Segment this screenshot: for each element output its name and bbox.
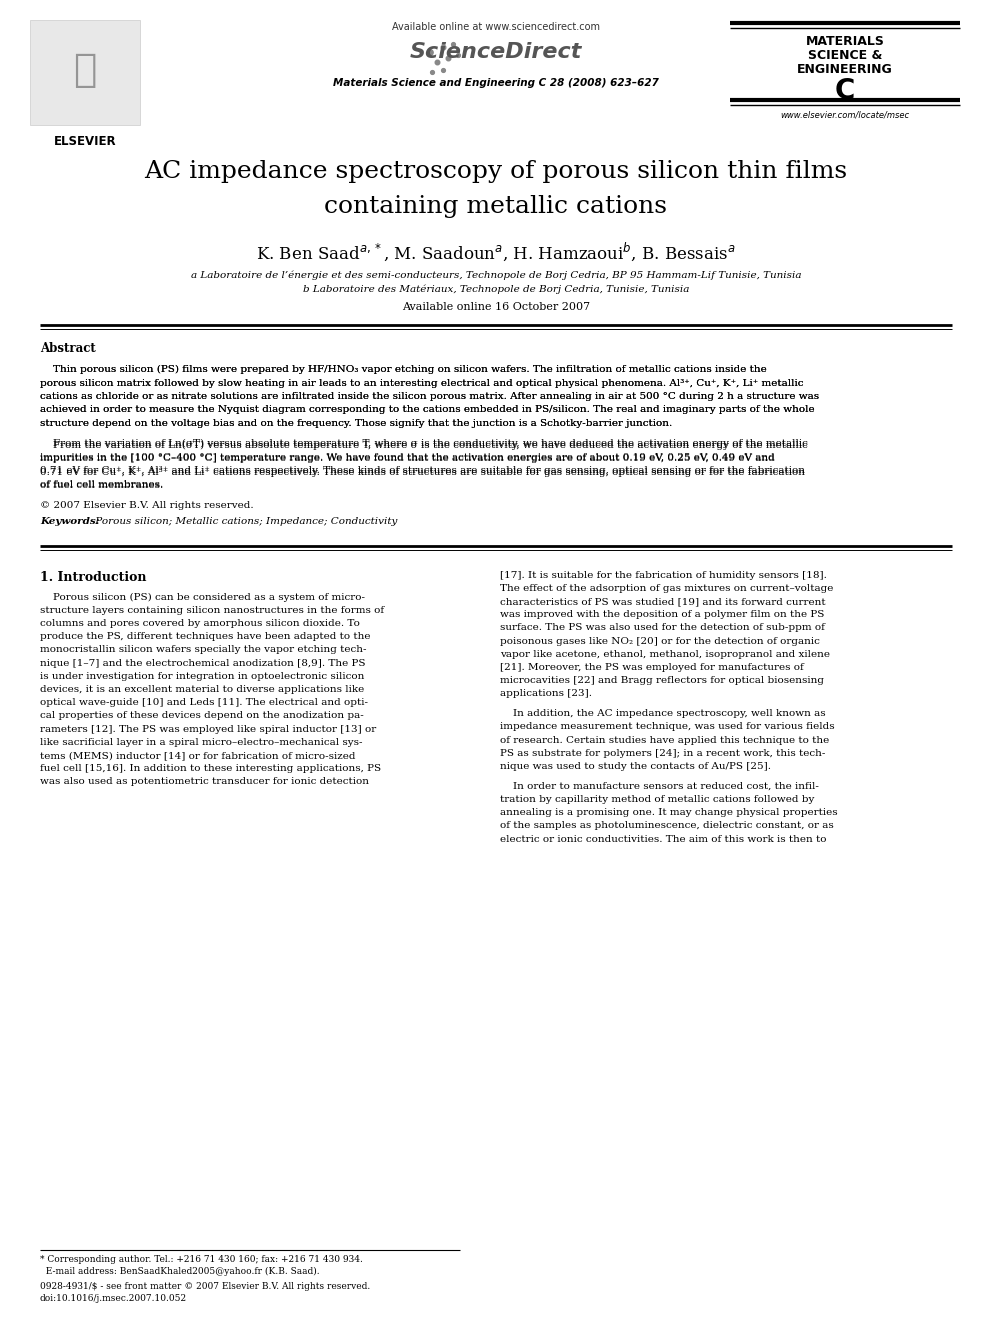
Text: tems (MEMS) inductor [14] or for fabrication of micro-sized: tems (MEMS) inductor [14] or for fabrica… (40, 751, 355, 759)
Text: tration by capillarity method of metallic cations followed by: tration by capillarity method of metalli… (500, 795, 814, 804)
Text: surface. The PS was also used for the detection of sub-ppm of: surface. The PS was also used for the de… (500, 623, 825, 632)
Text: achieved in order to measure the Nyquist diagram corresponding to the cations em: achieved in order to measure the Nyquist… (40, 406, 814, 414)
Bar (30, 20, 140, 124)
Text: microcavities [22] and Bragg reflectors for optical biosensing: microcavities [22] and Bragg reflectors … (500, 676, 824, 685)
Text: poisonous gases like NO₂ [20] or for the detection of organic: poisonous gases like NO₂ [20] or for the… (500, 636, 819, 646)
Text: containing metallic cations: containing metallic cations (324, 194, 668, 218)
Text: In addition, the AC impedance spectroscopy, well known as: In addition, the AC impedance spectrosco… (500, 709, 825, 718)
Text: Thin porous silicon (PS) films were prepared by HF/HNO₃ vapor etching on silicon: Thin porous silicon (PS) films were prep… (40, 365, 767, 374)
Text: impedance measurement technique, was used for various fields: impedance measurement technique, was use… (500, 722, 834, 732)
Text: doi:10.1016/j.msec.2007.10.052: doi:10.1016/j.msec.2007.10.052 (40, 1294, 187, 1303)
Text: Thin porous silicon (PS) films were prepared by HF/HNO₃ vapor etching on silicon: Thin porous silicon (PS) films were prep… (40, 365, 767, 374)
Text: [17]. It is suitable for the fabrication of humidity sensors [18].: [17]. It is suitable for the fabrication… (500, 570, 827, 579)
Text: 1. Introduction: 1. Introduction (40, 570, 147, 583)
Text: Abstract: Abstract (40, 343, 96, 355)
Text: was improved with the deposition of a polymer film on the PS: was improved with the deposition of a po… (500, 610, 824, 619)
Text: SCIENCE &: SCIENCE & (807, 49, 882, 62)
Text: impurities in the [100 °C–400 °C] temperature range. We have found that the acti: impurities in the [100 °C–400 °C] temper… (40, 454, 775, 463)
Text: Available online at www.sciencedirect.com: Available online at www.sciencedirect.co… (392, 22, 600, 32)
Text: porous silicon matrix followed by slow heating in air leads to an interesting el: porous silicon matrix followed by slow h… (40, 378, 804, 388)
Text: cal properties of these devices depend on the anodization pa-: cal properties of these devices depend o… (40, 712, 364, 721)
Text: C: C (835, 77, 855, 105)
Text: applications [23].: applications [23]. (500, 689, 592, 699)
Text: Materials Science and Engineering C 28 (2008) 623–627: Materials Science and Engineering C 28 (… (333, 78, 659, 89)
Text: ENGINEERING: ENGINEERING (798, 64, 893, 75)
Text: 0.71 eV for Cu⁺, K⁺, Al³⁺ and Li⁺ cations respectively. These kinds of structure: 0.71 eV for Cu⁺, K⁺, Al³⁺ and Li⁺ cation… (40, 467, 805, 476)
Text: vapor like acetone, ethanol, methanol, isopropranol and xilene: vapor like acetone, ethanol, methanol, i… (500, 650, 830, 659)
Text: ELSEVIER: ELSEVIER (54, 135, 116, 148)
Text: impurities in the [100 °C–400 °C] temperature range. We have found that the acti: impurities in the [100 °C–400 °C] temper… (40, 452, 775, 462)
Text: * Corresponding author. Tel.: +216 71 430 160; fax: +216 71 430 934.: * Corresponding author. Tel.: +216 71 43… (40, 1256, 363, 1263)
Text: fuel cell [15,16]. In addition to these interesting applications, PS: fuel cell [15,16]. In addition to these … (40, 765, 381, 773)
Text: electric or ionic conductivities. The aim of this work is then to: electric or ionic conductivities. The ai… (500, 835, 826, 844)
Text: is under investigation for integration in optoelectronic silicon: is under investigation for integration i… (40, 672, 364, 681)
Text: structure layers containing silicon nanostructures in the forms of: structure layers containing silicon nano… (40, 606, 384, 615)
Text: nique [1–7] and the electrochemical anodization [8,9]. The PS: nique [1–7] and the electrochemical anod… (40, 659, 365, 668)
Text: monocristallin silicon wafers specially the vapor etching tech-: monocristallin silicon wafers specially … (40, 646, 366, 655)
Text: structure depend on the voltage bias and on the frequency. Those signify that th: structure depend on the voltage bias and… (40, 419, 673, 429)
Text: nique was used to study the contacts of Au/PS [25].: nique was used to study the contacts of … (500, 762, 771, 771)
Text: The effect of the adsorption of gas mixtures on current–voltage: The effect of the adsorption of gas mixt… (500, 583, 833, 593)
Text: Porous silicon (PS) can be considered as a system of micro-: Porous silicon (PS) can be considered as… (40, 593, 365, 602)
Text: characteristics of PS was studied [19] and its forward current: characteristics of PS was studied [19] a… (500, 597, 825, 606)
Text: achieved in order to measure the Nyquist diagram corresponding to the cations em: achieved in order to measure the Nyquist… (40, 406, 814, 414)
Text: porous silicon matrix followed by slow heating in air leads to an interesting el: porous silicon matrix followed by slow h… (40, 378, 804, 388)
Text: of the samples as photoluminescence, dielectric constant, or as: of the samples as photoluminescence, die… (500, 822, 833, 831)
Text: Porous silicon; Metallic cations; Impedance; Conductivity: Porous silicon; Metallic cations; Impeda… (92, 517, 398, 527)
Text: of fuel cell membranes.: of fuel cell membranes. (40, 480, 164, 488)
Text: a Laboratoire de l’énergie et des semi-conducteurs, Technopole de Borj Cedria, B: a Laboratoire de l’énergie et des semi-c… (190, 270, 802, 279)
Text: rameters [12]. The PS was employed like spiral inductor [13] or: rameters [12]. The PS was employed like … (40, 725, 376, 733)
Text: cations as chloride or as nitrate solutions are infiltrated inside the silicon p: cations as chloride or as nitrate soluti… (40, 392, 819, 401)
Text: Available online 16 October 2007: Available online 16 October 2007 (402, 302, 590, 312)
Text: AC impedance spectroscopy of porous silicon thin films: AC impedance spectroscopy of porous sili… (145, 160, 847, 183)
Text: optical wave-guide [10] and Leds [11]. The electrical and opti-: optical wave-guide [10] and Leds [11]. T… (40, 699, 368, 708)
Text: structure depend on the voltage bias and on the frequency. Those signify that th: structure depend on the voltage bias and… (40, 419, 673, 429)
Text: cations as chloride or as nitrate solutions are infiltrated inside the silicon p: cations as chloride or as nitrate soluti… (40, 392, 819, 401)
Text: annealing is a promising one. It may change physical properties: annealing is a promising one. It may cha… (500, 808, 837, 818)
Text: From the variation of Ln(σT) versus absolute temperature T, where σ is the condu: From the variation of Ln(σT) versus abso… (40, 439, 807, 448)
Text: 🌳: 🌳 (73, 52, 96, 89)
Text: of research. Certain studies have applied this technique to the: of research. Certain studies have applie… (500, 736, 829, 745)
Text: 0.71 eV for Cu⁺, K⁺, Al³⁺ and Li⁺ cations respectively. These kinds of structure: 0.71 eV for Cu⁺, K⁺, Al³⁺ and Li⁺ cation… (40, 466, 805, 475)
Text: of fuel cell membranes.: of fuel cell membranes. (40, 482, 164, 490)
Text: From the variation of Ln(σT) versus absolute temperature T, where σ is the condu: From the variation of Ln(σT) versus abso… (40, 441, 807, 450)
Text: was also used as potentiometric transducer for ionic detection: was also used as potentiometric transduc… (40, 778, 369, 786)
Text: Keywords:: Keywords: (40, 517, 99, 527)
Text: www.elsevier.com/locate/msec: www.elsevier.com/locate/msec (781, 110, 910, 119)
Text: In order to manufacture sensors at reduced cost, the infil-: In order to manufacture sensors at reduc… (500, 782, 818, 791)
Text: b Laboratoire des Matériaux, Technopole de Borj Cedria, Tunisie, Tunisia: b Laboratoire des Matériaux, Technopole … (303, 284, 689, 294)
Text: © 2007 Elsevier B.V. All rights reserved.: © 2007 Elsevier B.V. All rights reserved… (40, 500, 254, 509)
Text: produce the PS, different techniques have been adapted to the: produce the PS, different techniques hav… (40, 632, 370, 642)
Text: devices, it is an excellent material to diverse applications like: devices, it is an excellent material to … (40, 685, 364, 695)
Text: [21]. Moreover, the PS was employed for manufactures of: [21]. Moreover, the PS was employed for … (500, 663, 804, 672)
Text: columns and pores covered by amorphous silicon dioxide. To: columns and pores covered by amorphous s… (40, 619, 360, 628)
Text: ScienceDirect: ScienceDirect (410, 42, 582, 62)
Text: E-mail address: BenSaadKhaled2005@yahoo.fr (K.B. Saad).: E-mail address: BenSaadKhaled2005@yahoo.… (40, 1267, 319, 1277)
Text: PS as substrate for polymers [24]; in a recent work, this tech-: PS as substrate for polymers [24]; in a … (500, 749, 825, 758)
Text: MATERIALS: MATERIALS (806, 34, 885, 48)
Text: K. Ben Saad$^{a,*}$, M. Saadoun$^{a}$, H. Hamzaoui$^{b}$, B. Bessais$^{a}$: K. Ben Saad$^{a,*}$, M. Saadoun$^{a}$, H… (256, 239, 736, 262)
Text: like sacrificial layer in a spiral micro–electro–mechanical sys-: like sacrificial layer in a spiral micro… (40, 738, 362, 746)
Text: 0928-4931/$ - see front matter © 2007 Elsevier B.V. All rights reserved.: 0928-4931/$ - see front matter © 2007 El… (40, 1282, 370, 1291)
